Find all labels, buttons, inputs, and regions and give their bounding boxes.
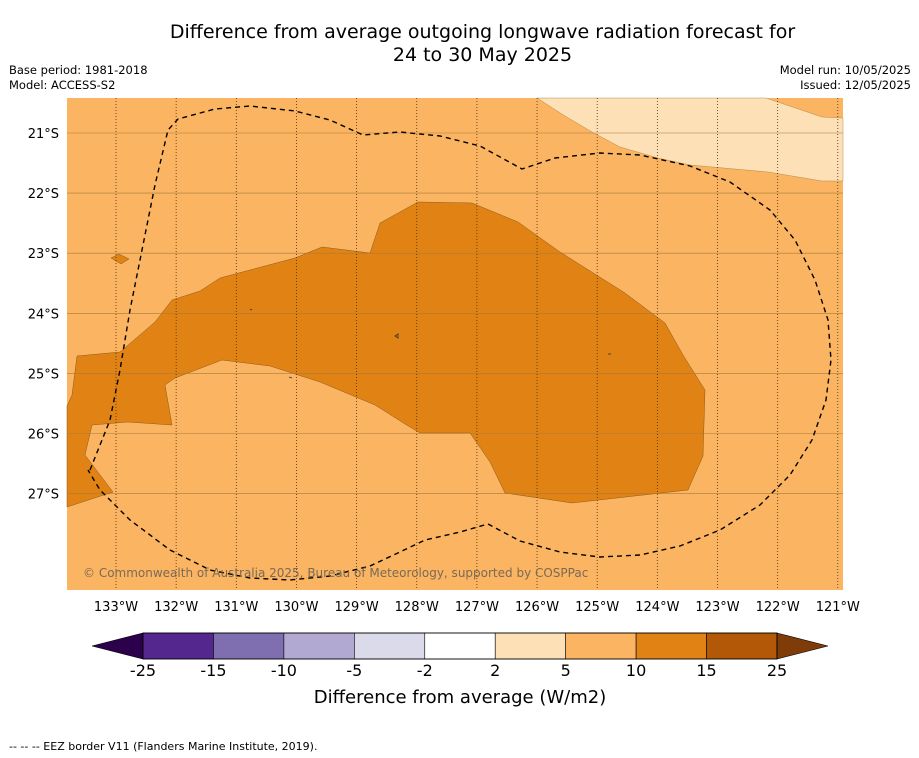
- eez-border: [87, 105, 832, 581]
- anomaly-10-15-patch: [110, 253, 130, 265]
- colorbar-tick: 10: [626, 661, 646, 680]
- latitude-labels: 21°S 22°S 23°S 24°S 25°S 26°S 27°S: [28, 127, 59, 503]
- small-contour-mark: [394, 333, 399, 339]
- latitude-label: 25°S: [28, 367, 59, 382]
- eez-footnote: -- -- -- EEZ border V11 (Flanders Marine…: [9, 740, 318, 753]
- colorbar-tick: 25: [767, 661, 787, 680]
- latitude-label: 24°S: [28, 307, 59, 322]
- latitude-label: 21°S: [28, 127, 59, 142]
- small-contour-mark: [249, 308, 253, 311]
- longitude-label: 125°W: [575, 600, 619, 615]
- map-title-line-1: Difference from average outgoing longwav…: [169, 21, 796, 43]
- latitude-label: 27°S: [28, 488, 59, 503]
- longitude-label: 128°W: [395, 600, 439, 615]
- colorbar-segment: [142, 632, 214, 660]
- colorbar-tick-labels: -25 -15 -10 -5 -2 2 5 10 15 25: [130, 661, 787, 680]
- colorbar: -25 -15 -10 -5 -2 2 5 10 15 25 Difference from av…: [91, 632, 829, 708]
- longitude-label: 133°W: [94, 600, 138, 615]
- latitude-label: 23°S: [28, 247, 59, 262]
- colorbar-tick: 15: [696, 661, 716, 680]
- colorbar-over-arrow: [776, 632, 829, 660]
- colorbar-tick: -5: [346, 661, 362, 680]
- colorbar-segment: [635, 632, 707, 660]
- map-area: [66, 97, 844, 590]
- colorbar-segment: [494, 632, 566, 660]
- colorbar-tick: 5: [561, 661, 571, 680]
- longitude-label: 124°W: [635, 600, 679, 615]
- issued-date: Issued: 12/05/2025: [800, 78, 911, 92]
- colorbar-segment: [354, 632, 426, 660]
- longitude-label: 130°W: [274, 600, 318, 615]
- colorbar-segment: [283, 632, 355, 660]
- longitude-label: 123°W: [695, 600, 739, 615]
- colorbar-segments: [142, 632, 778, 660]
- colorbar-segment: [213, 632, 285, 660]
- model-name: Model: ACCESS-S2: [9, 78, 116, 92]
- colorbar-segment: [424, 632, 496, 660]
- model-run: Model run: 10/05/2025: [779, 63, 911, 77]
- longitude-label: 126°W: [515, 600, 559, 615]
- latitude-gridlines: [67, 132, 843, 494]
- colorbar-segment: [706, 632, 778, 660]
- copyright-text: © Commonwealth of Australia 2025, Bureau…: [83, 566, 588, 580]
- longitude-gridlines: [115, 98, 839, 590]
- longitude-label: 132°W: [154, 600, 198, 615]
- latitude-label: 22°S: [28, 187, 59, 202]
- colorbar-tick: -2: [417, 661, 433, 680]
- small-contour-mark: [288, 376, 293, 379]
- longitude-label: 121°W: [816, 600, 860, 615]
- anomaly-10-15-region: [66, 201, 706, 508]
- colorbar-label: Difference from average (W/m2): [314, 687, 606, 708]
- colorbar-under-arrow: [91, 632, 144, 660]
- colorbar-segment: [565, 632, 637, 660]
- longitude-label: 122°W: [756, 600, 800, 615]
- latitude-label: 26°S: [28, 428, 59, 443]
- anomaly-2-5-region: [536, 97, 844, 182]
- longitude-label: 129°W: [335, 600, 379, 615]
- longitude-label: 127°W: [455, 600, 499, 615]
- colorbar-tick: 2: [490, 661, 500, 680]
- map-title-line-2: 24 to 30 May 2025: [392, 44, 573, 66]
- colorbar-tick: -10: [271, 661, 297, 680]
- longitude-labels: 133°W 132°W 131°W 130°W 129°W 128°W 127°W 126°W…: [94, 600, 860, 615]
- base-period: Base period: 1981-2018: [9, 63, 148, 77]
- colorbar-tick: -25: [130, 661, 156, 680]
- longitude-label: 131°W: [214, 600, 258, 615]
- colorbar-tick: -15: [200, 661, 226, 680]
